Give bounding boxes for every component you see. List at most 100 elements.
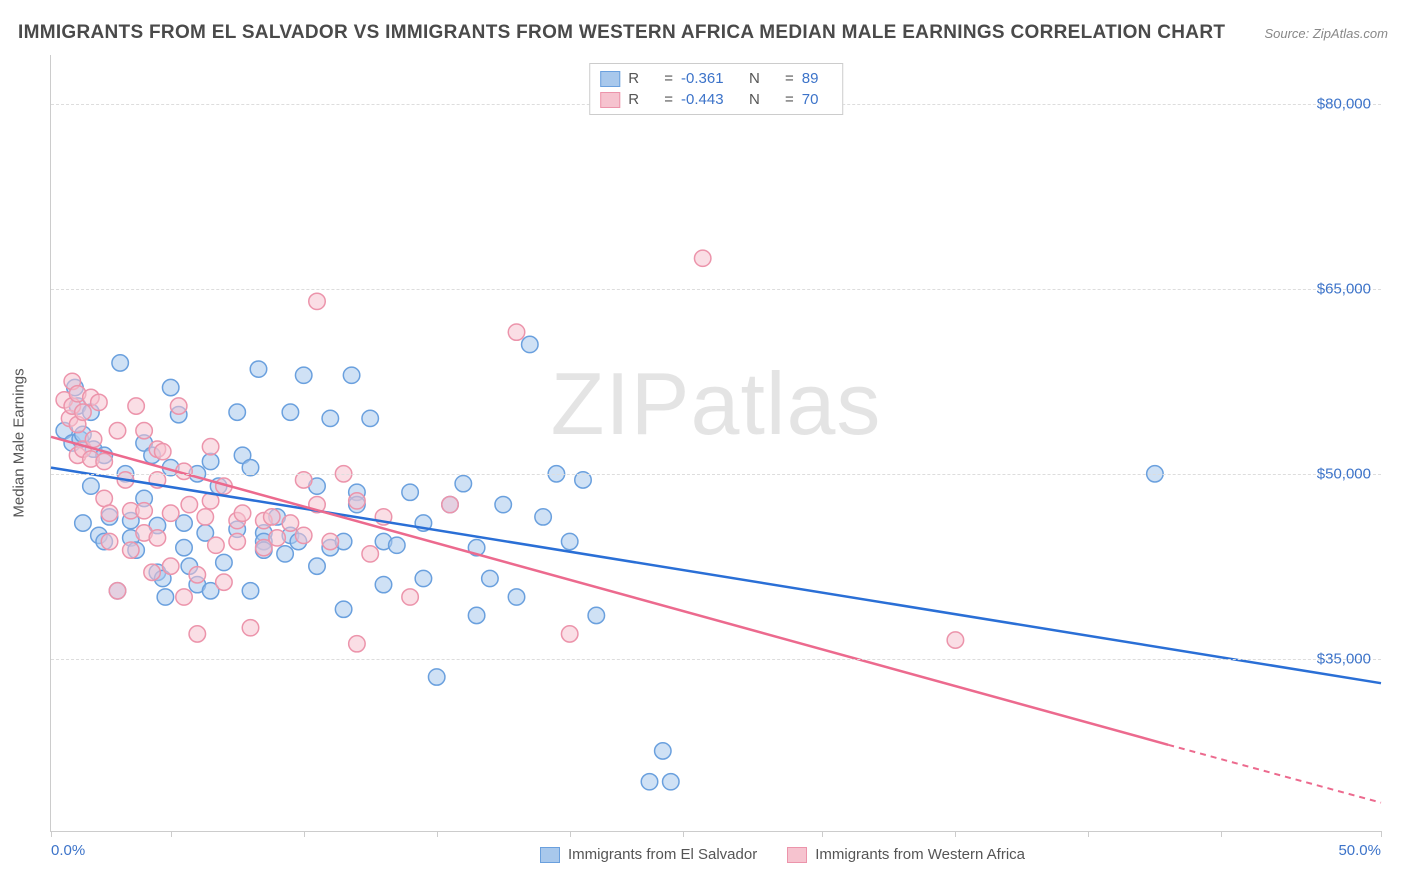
data-point (295, 367, 311, 383)
y-tick-label: $35,000 (1317, 650, 1371, 667)
data-point (234, 505, 250, 521)
data-point (947, 632, 963, 648)
x-tick (171, 831, 172, 837)
data-point (176, 540, 192, 556)
data-point (162, 505, 178, 521)
data-point (561, 533, 577, 549)
data-point (250, 361, 266, 377)
x-tick (304, 831, 305, 837)
data-point (428, 669, 444, 685)
stat-r-value: -0.443 (681, 91, 741, 108)
data-point (136, 423, 152, 439)
data-point (282, 515, 298, 531)
stat-n-label: N (749, 91, 777, 108)
data-point (322, 410, 338, 426)
data-point (144, 564, 160, 580)
data-point (75, 515, 91, 531)
y-tick-label: $80,000 (1317, 96, 1371, 113)
data-point (96, 453, 112, 469)
data-point (508, 324, 524, 340)
data-point (282, 404, 298, 420)
legend-label: Immigrants from Western Africa (815, 846, 1025, 863)
legend-swatch (787, 847, 807, 863)
stat-n-label: N (749, 70, 777, 87)
data-point (181, 496, 197, 512)
data-point (112, 355, 128, 371)
legend-swatch (600, 71, 620, 87)
data-point (535, 509, 551, 525)
chart-svg (51, 55, 1381, 831)
data-point (561, 626, 577, 642)
data-point (242, 583, 258, 599)
data-point (349, 636, 365, 652)
data-point (216, 574, 232, 590)
x-tick-label: 50.0% (1338, 842, 1381, 859)
data-point (101, 505, 117, 521)
data-point (264, 509, 280, 525)
data-point (229, 533, 245, 549)
legend-stat-row: R=-0.361N=89 (600, 68, 832, 89)
data-point (109, 423, 125, 439)
data-point (508, 589, 524, 605)
data-point (176, 589, 192, 605)
data-point (123, 542, 139, 558)
trend-line (51, 468, 1381, 684)
legend-swatch (540, 847, 560, 863)
legend-stats: R=-0.361N=89R=-0.443N=70 (589, 63, 843, 115)
data-point (202, 453, 218, 469)
data-point (468, 607, 484, 623)
grid-line (51, 474, 1381, 475)
data-point (663, 774, 679, 790)
x-tick (51, 831, 52, 837)
legend-swatch (600, 92, 620, 108)
stat-n-value: 70 (802, 91, 832, 108)
grid-line (51, 659, 1381, 660)
x-tick (1088, 831, 1089, 837)
data-point (588, 607, 604, 623)
data-point (362, 546, 378, 562)
data-point (101, 533, 117, 549)
data-point (277, 546, 293, 562)
x-tick-label: 0.0% (51, 842, 85, 859)
y-tick-label: $50,000 (1317, 465, 1371, 482)
data-point (295, 527, 311, 543)
data-point (75, 404, 91, 420)
data-point (309, 293, 325, 309)
data-point (170, 398, 186, 414)
data-point (91, 394, 107, 410)
data-point (349, 493, 365, 509)
grid-line (51, 289, 1381, 290)
source-link[interactable]: ZipAtlas.com (1313, 26, 1388, 41)
legend-series: Immigrants from El Salvador Immigrants fr… (384, 846, 1182, 863)
data-point (343, 367, 359, 383)
x-tick (437, 831, 438, 837)
source-label: Source: ZipAtlas.com (1264, 26, 1388, 41)
data-point (269, 530, 285, 546)
y-axis-title: Median Male Earnings (11, 368, 28, 517)
x-tick (570, 831, 571, 837)
x-tick (955, 831, 956, 837)
data-point (128, 398, 144, 414)
data-point (96, 490, 112, 506)
x-tick (1381, 831, 1382, 837)
data-point (208, 537, 224, 553)
data-point (335, 601, 351, 617)
data-point (522, 336, 538, 352)
data-point (415, 570, 431, 586)
data-point (189, 626, 205, 642)
legend-item: Immigrants from Western Africa (787, 846, 1025, 863)
data-point (402, 589, 418, 605)
x-tick (822, 831, 823, 837)
data-point (136, 503, 152, 519)
data-point (242, 620, 258, 636)
y-tick-label: $65,000 (1317, 281, 1371, 298)
data-point (162, 558, 178, 574)
legend-stat-row: R=-0.443N=70 (600, 89, 832, 110)
trend-line-extension (1168, 745, 1381, 803)
stat-n-value: 89 (802, 70, 832, 87)
data-point (154, 443, 170, 459)
data-point (455, 475, 471, 491)
legend-label: Immigrants from El Salvador (568, 846, 757, 863)
data-point (85, 431, 101, 447)
data-point (322, 533, 338, 549)
